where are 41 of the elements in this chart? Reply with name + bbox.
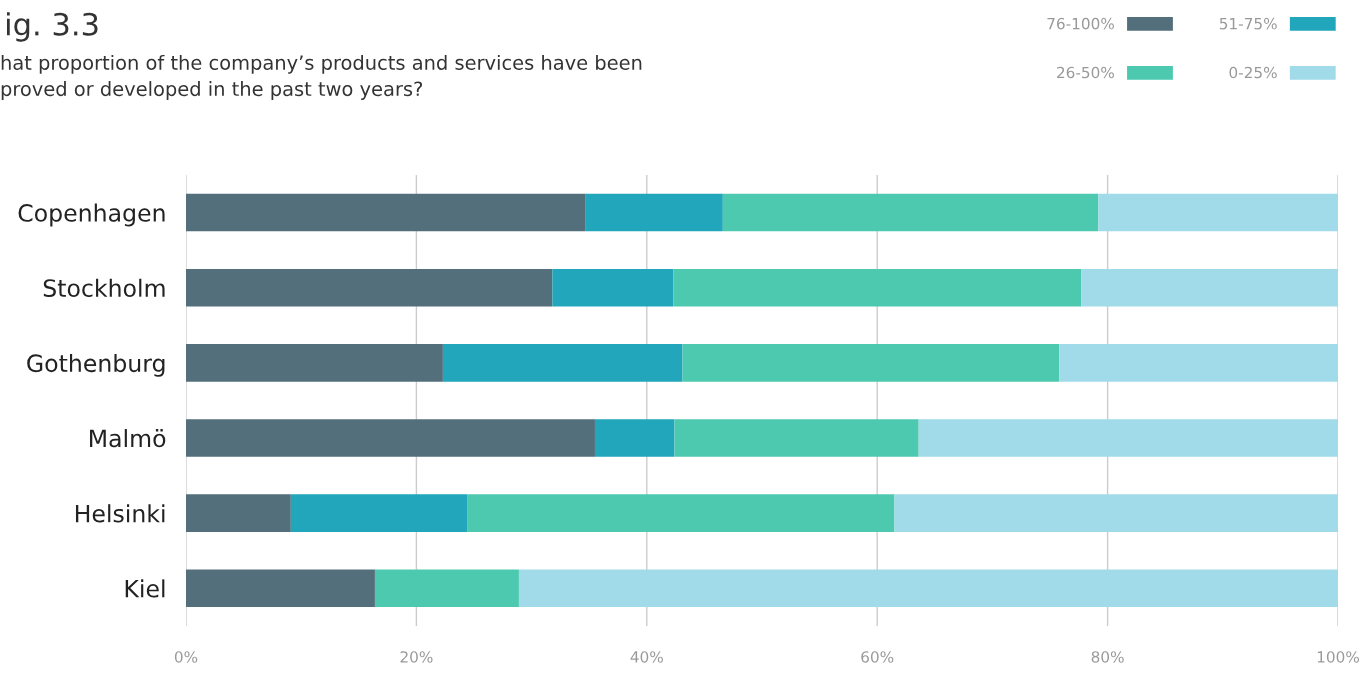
bar bbox=[594, 419, 675, 457]
bar bbox=[722, 193, 1099, 232]
bar bbox=[186, 193, 586, 232]
bar bbox=[1098, 193, 1338, 232]
bar bbox=[673, 268, 1082, 307]
bar bbox=[186, 419, 595, 457]
x-tick-label: 0% bbox=[174, 651, 198, 663]
bar bbox=[186, 494, 291, 532]
y-tick-label: Malmö bbox=[90, 429, 166, 448]
bar bbox=[918, 419, 1338, 457]
bar bbox=[1081, 268, 1338, 307]
bar bbox=[467, 494, 895, 532]
legend-label: 76-100% bbox=[1047, 17, 1114, 30]
bar bbox=[186, 344, 443, 382]
y-tick-label: Kiel bbox=[125, 579, 165, 598]
bar bbox=[518, 569, 1338, 608]
x-tick-label: 40% bbox=[630, 651, 663, 663]
y-tick-label: Helsinki bbox=[75, 504, 165, 523]
x-tick-label: 100% bbox=[1317, 651, 1359, 663]
legend-label: 51-75% bbox=[1219, 17, 1277, 30]
bar bbox=[674, 419, 919, 457]
bar bbox=[290, 494, 468, 532]
x-tick-label: 60% bbox=[861, 651, 894, 663]
bar bbox=[442, 344, 683, 382]
bar bbox=[374, 569, 519, 608]
chart-title: ig. 3.3 bbox=[6, 12, 98, 42]
y-tick-label: Stockholm bbox=[43, 278, 165, 298]
bar bbox=[1059, 344, 1338, 382]
x-tick-label: 80% bbox=[1091, 651, 1124, 663]
legend-label: 26-50% bbox=[1057, 66, 1114, 79]
y-tick-label: Copenhagen bbox=[18, 203, 165, 227]
bar bbox=[585, 193, 723, 232]
bar bbox=[186, 268, 553, 307]
y-tick-label: Gothenburg bbox=[27, 353, 165, 377]
bar bbox=[186, 569, 375, 608]
bar bbox=[682, 344, 1060, 382]
legend-label: 0-25% bbox=[1229, 66, 1277, 79]
bar bbox=[552, 268, 674, 307]
chart-subtitle: hat proportion of the company’s products and services have been proved or developed in the past two years? bbox=[1, 54, 642, 100]
bar bbox=[894, 494, 1338, 532]
x-tick-label: 20% bbox=[400, 651, 433, 663]
